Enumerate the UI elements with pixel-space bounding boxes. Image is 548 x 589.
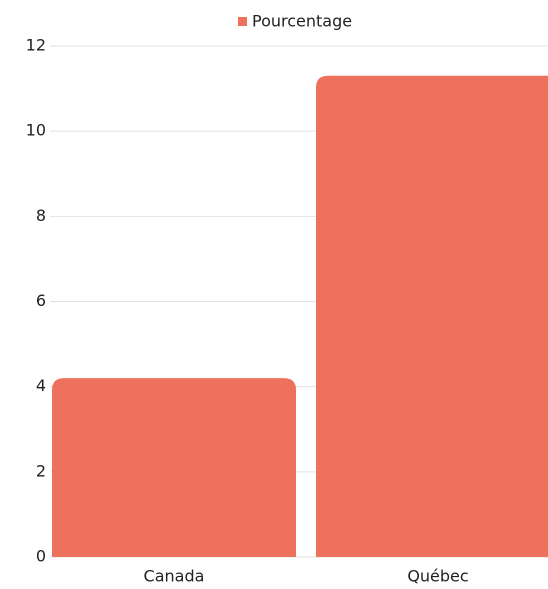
x-tick-label: Canada <box>144 567 205 586</box>
legend-label: Pourcentage <box>252 12 352 31</box>
bar <box>316 75 548 557</box>
y-tick-label: 8 <box>36 206 46 225</box>
y-tick-label: 2 <box>36 461 46 480</box>
y-tick-label: 6 <box>36 291 46 310</box>
y-tick-label: 4 <box>36 376 46 395</box>
bar <box>52 378 296 557</box>
x-tick-label: Québec <box>407 567 468 586</box>
legend-swatch <box>238 17 247 26</box>
y-tick-label: 0 <box>36 547 46 566</box>
legend: Pourcentage <box>238 12 352 31</box>
y-tick-label: 12 <box>26 36 46 55</box>
y-tick-label: 10 <box>26 121 46 140</box>
